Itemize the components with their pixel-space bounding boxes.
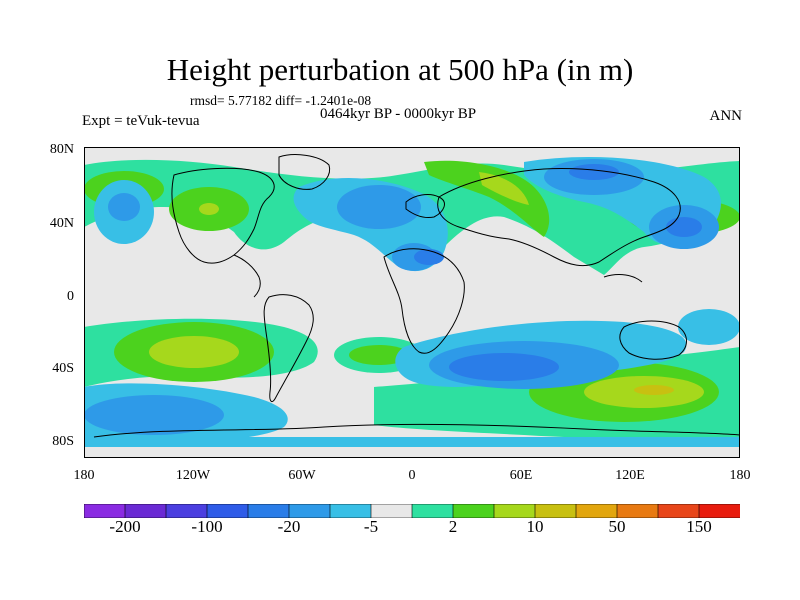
colorbar-swatch	[329, 503, 372, 519]
experiment-label: Expt = teVuk-tevua	[82, 113, 200, 129]
lon-tick-60w: 60W	[288, 468, 316, 483]
colorbar-label: -5	[363, 517, 379, 536]
colorbar-swatch	[575, 503, 618, 519]
lat-tick-80n: 80N	[49, 142, 74, 157]
lon-tick-120w: 120W	[175, 468, 211, 483]
coastlines	[93, 154, 740, 438]
colorbar-swatch	[452, 503, 495, 519]
colorbar-swatch	[124, 503, 167, 519]
lon-tick-180e: 180	[729, 468, 751, 483]
lon-tick-60e: 60E	[509, 468, 533, 483]
plot-title: Height perturbation at 500 hPa (in m)	[166, 52, 634, 87]
colorbar-swatch	[83, 503, 126, 519]
colorbar-swatch	[493, 503, 536, 519]
season-label: ANN	[709, 108, 743, 124]
colorbar-swatch	[657, 503, 700, 519]
colorbar-label: 150	[686, 517, 712, 536]
colorbar-swatch	[698, 503, 741, 519]
map-frame	[84, 147, 740, 458]
colorbar-swatch	[288, 503, 331, 519]
colorbar-swatch	[247, 503, 290, 519]
lon-tick-180w: 180	[73, 468, 95, 483]
colorbar-swatch	[411, 503, 454, 519]
rmsd-stats: rmsd= 5.77182 diff= -1.2401e-08	[190, 93, 372, 108]
colorbar-swatch	[370, 503, 413, 519]
colorbar-label: -20	[277, 517, 301, 536]
lon-tick-120e: 120E	[615, 468, 645, 483]
colorbar	[83, 503, 741, 519]
colorbar-label: -100	[191, 517, 223, 536]
positive-core-eurasia	[424, 160, 550, 237]
colorbar-swatch	[206, 503, 249, 519]
lat-tick-40s: 40S	[52, 361, 74, 376]
colorbar-label: 50	[608, 517, 626, 536]
colorbar-swatch	[165, 503, 208, 519]
lat-tick-0: 0	[67, 289, 74, 304]
contour-map	[84, 147, 740, 458]
colorbar-label: 10	[526, 517, 544, 536]
colorbar-label: -200	[109, 517, 141, 536]
colorbar-swatch	[534, 503, 577, 519]
lat-tick-40n: 40N	[49, 216, 74, 231]
lat-tick-80s: 80S	[52, 434, 74, 449]
period-label: 0464kyr BP - 0000kyr BP	[320, 106, 477, 122]
colorbar-label: 2	[448, 517, 458, 536]
lon-tick-0: 0	[408, 468, 416, 483]
colorbar-svg	[83, 503, 741, 519]
colorbar-swatch	[616, 503, 659, 519]
map-svg	[84, 147, 740, 458]
